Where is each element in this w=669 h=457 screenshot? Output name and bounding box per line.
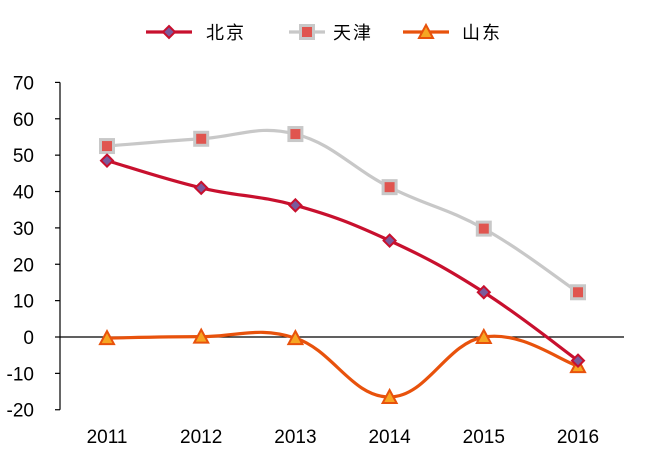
series-1 xyxy=(99,153,586,369)
data-point xyxy=(382,233,398,249)
x-tick-label: 2015 xyxy=(463,427,505,448)
data-point xyxy=(192,327,210,344)
y-tick-label: 70 xyxy=(13,73,34,94)
x-tick-label: 2016 xyxy=(557,427,599,448)
series-line xyxy=(105,330,580,399)
series-line xyxy=(105,128,580,294)
y-tick-label: 40 xyxy=(13,183,34,204)
legend-label: 天津 xyxy=(333,23,373,44)
y-tick-label: 30 xyxy=(13,219,34,240)
data-point xyxy=(287,197,303,213)
legend-marker xyxy=(417,22,435,39)
data-point xyxy=(570,284,586,301)
data-point xyxy=(287,126,304,143)
x-tick-label: 2014 xyxy=(368,427,411,448)
data-point xyxy=(380,387,399,405)
y-tick-label: -20 xyxy=(7,401,34,422)
legend-item: 天津 xyxy=(289,23,373,44)
legend: 北京 天津 山东 xyxy=(146,22,502,44)
data-point xyxy=(286,328,305,346)
legend-marker xyxy=(161,24,177,40)
legend-label: 山东 xyxy=(462,23,502,44)
chart-axes: 70 60 50 40 30 20 10 0 -10 -20 2011 2012 2013 2014 201… xyxy=(7,73,624,448)
data-point xyxy=(99,138,115,155)
y-tick-label: 60 xyxy=(13,110,34,131)
data-point xyxy=(475,220,492,237)
series-3 xyxy=(98,327,587,405)
y-tick-label: 20 xyxy=(13,255,34,276)
data-point xyxy=(99,153,115,169)
chart-series xyxy=(98,126,587,405)
legend-item: 北京 xyxy=(146,23,246,44)
data-point xyxy=(381,179,398,196)
y-tick-label: 50 xyxy=(13,146,34,167)
data-point xyxy=(98,328,116,346)
data-point xyxy=(193,130,210,147)
y-tick-label: 0 xyxy=(23,328,34,349)
data-point xyxy=(475,327,493,344)
series-line xyxy=(105,159,580,363)
y-tick-label: 10 xyxy=(13,292,34,313)
data-point xyxy=(193,180,209,196)
legend-marker xyxy=(299,24,315,40)
x-tick-label: 2011 xyxy=(87,427,128,448)
x-tick-label: 2013 xyxy=(274,427,316,448)
legend-label: 北京 xyxy=(206,23,246,44)
x-tick-label: 2012 xyxy=(180,427,222,448)
data-point xyxy=(476,284,492,300)
legend-item: 山东 xyxy=(403,22,502,44)
y-tick-label: -10 xyxy=(7,364,34,385)
series-2 xyxy=(99,126,586,301)
data-point xyxy=(570,353,586,369)
